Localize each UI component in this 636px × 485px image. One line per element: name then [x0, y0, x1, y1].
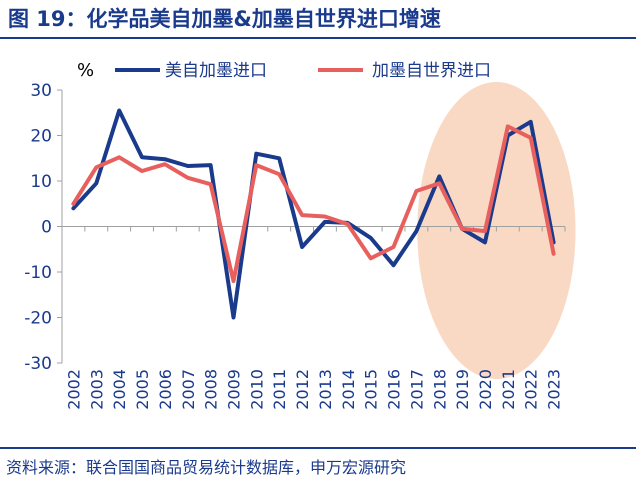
- y-tick-labels: 30 20 10 0 -10 -20 -30: [24, 81, 52, 374]
- y-tick-label: 0: [41, 218, 52, 238]
- legend-label-2: 加墨自世界进口: [372, 61, 491, 81]
- x-tick-labels: 2002 2003 2004 2005 2006 2007 2008 2009 2010 2011…: [64, 369, 563, 410]
- series-line-2: [71, 124, 556, 284]
- x-tick-label: 2015: [362, 369, 381, 410]
- top-rule: [0, 37, 636, 39]
- x-tick-label: 2019: [453, 369, 472, 410]
- x-tick-label: 2010: [247, 369, 266, 410]
- x-tick-label: 2020: [476, 369, 495, 410]
- x-tick-label: 2004: [110, 369, 129, 410]
- y-tick-label: 20: [30, 127, 52, 147]
- x-tick-label: 2016: [385, 369, 404, 410]
- x-tick-label: 2002: [64, 369, 83, 410]
- y-tick-label: -10: [24, 263, 52, 283]
- bottom-rule: [0, 447, 636, 449]
- x-tick-label: 2022: [522, 369, 541, 410]
- x-tick-label: 2005: [133, 369, 152, 410]
- series-line-1: [71, 108, 556, 320]
- x-tick-label: 2007: [179, 369, 198, 410]
- x-tick-label: 2011: [270, 369, 289, 410]
- series-layer: [71, 108, 556, 320]
- x-tick-label: 2013: [316, 369, 335, 410]
- x-tick-label: 2006: [156, 369, 175, 410]
- y-tick-label: 10: [30, 172, 52, 192]
- x-tick-label: 2003: [87, 369, 106, 410]
- x-tick-label: 2023: [545, 369, 564, 410]
- y-tick-label: 30: [30, 81, 52, 101]
- y-tick-label: -30: [24, 354, 52, 374]
- x-tick-label: 2018: [430, 369, 449, 410]
- y-axis-label: %: [77, 60, 94, 81]
- axes-layer: [57, 89, 566, 364]
- legend: 美自加墨进口 加墨自世界进口: [115, 61, 491, 81]
- source-note: 资料来源：联合国国商品贸易统计数据库，申万宏源研究: [6, 458, 407, 477]
- legend-label-1: 美自加墨进口: [165, 61, 267, 81]
- figure-title: 图 19：化学品美自加墨&加墨自世界进口增速: [8, 7, 441, 31]
- x-tick-label: 2014: [339, 369, 358, 410]
- x-tick-label: 2009: [224, 369, 243, 410]
- x-tick-label: 2021: [499, 369, 518, 410]
- y-tick-label: -20: [24, 309, 52, 329]
- x-tick-label: 2012: [293, 369, 312, 410]
- x-tick-label: 2008: [202, 369, 221, 410]
- x-tick-label: 2017: [407, 369, 426, 410]
